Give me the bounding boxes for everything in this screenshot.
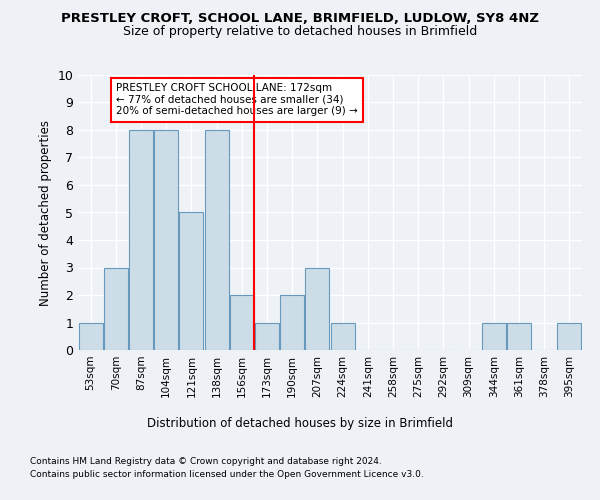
Text: Size of property relative to detached houses in Brimfield: Size of property relative to detached ho… (123, 25, 477, 38)
Bar (154, 130, 178, 350)
Bar (557, 322, 581, 350)
Y-axis label: Number of detached properties: Number of detached properties (39, 120, 52, 306)
Bar (482, 322, 506, 350)
Bar (205, 130, 229, 350)
Bar (104, 268, 128, 350)
Text: Contains public sector information licensed under the Open Government Licence v3: Contains public sector information licen… (30, 470, 424, 479)
Bar (255, 322, 279, 350)
Bar (305, 268, 329, 350)
Text: Distribution of detached houses by size in Brimfield: Distribution of detached houses by size … (147, 418, 453, 430)
Bar (79, 322, 103, 350)
Bar (331, 322, 355, 350)
Bar (179, 212, 203, 350)
Text: PRESTLEY CROFT SCHOOL LANE: 172sqm
← 77% of detached houses are smaller (34)
20%: PRESTLEY CROFT SCHOOL LANE: 172sqm ← 77%… (116, 83, 358, 116)
Text: Contains HM Land Registry data © Crown copyright and database right 2024.: Contains HM Land Registry data © Crown c… (30, 458, 382, 466)
Bar (280, 295, 304, 350)
Bar (230, 295, 254, 350)
Bar (507, 322, 531, 350)
Bar (129, 130, 153, 350)
Text: PRESTLEY CROFT, SCHOOL LANE, BRIMFIELD, LUDLOW, SY8 4NZ: PRESTLEY CROFT, SCHOOL LANE, BRIMFIELD, … (61, 12, 539, 26)
